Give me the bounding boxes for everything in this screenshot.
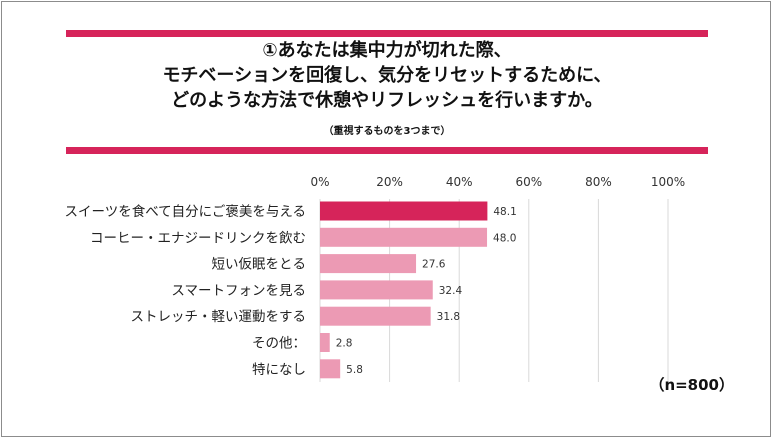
value-label: 48.0 (493, 232, 516, 244)
value-label: 5.8 (346, 364, 363, 376)
category-label: ストレッチ・軽い運動をする (131, 309, 307, 325)
bar (320, 333, 330, 352)
category-label: コーヒー・エナジードリンクを飲む (90, 230, 306, 246)
sample-size-note: （n=800） (649, 376, 734, 394)
chart-subtitle: （重視するものを3つまで） (323, 126, 451, 137)
value-label: 32.4 (439, 285, 463, 297)
bar (320, 227, 488, 247)
title-line-3: どのような方法で休憩やリフレッシュを行いますか。 (171, 90, 603, 111)
top-band (66, 30, 708, 37)
value-label: 27.6 (422, 259, 446, 271)
bar (320, 306, 431, 326)
bar (320, 254, 417, 274)
bottom-band (66, 147, 708, 154)
x-tick-label: 60% (515, 175, 542, 189)
x-tick-label: 100% (651, 175, 685, 189)
x-tick-label: 40% (446, 175, 473, 189)
title-line-2: モチベーションを回復し、気分をリセットするために、 (162, 65, 612, 86)
category-label: 短い仮眠をとる (212, 257, 307, 273)
title-line-1: ①あなたは集中力が切れた際、 (262, 40, 512, 61)
value-label: 48.1 (493, 206, 516, 218)
category-label: 特になし (252, 362, 306, 378)
bar (320, 280, 433, 300)
category-label: その他： (252, 336, 306, 352)
category-label: スマートフォンを見る (171, 283, 306, 299)
value-label: 2.8 (336, 338, 353, 350)
bar (320, 201, 488, 221)
x-tick-label: 20% (376, 175, 403, 189)
category-label: スイーツを食べて自分にご褒美を与える (64, 203, 306, 220)
chart-title: ①あなたは集中力が切れた際、 モチベーションを回復し、気分をリセットするために、… (66, 38, 708, 113)
bar (320, 359, 341, 379)
x-tick-label: 80% (585, 175, 612, 189)
value-label: 31.8 (437, 311, 460, 323)
x-tick-label: 0% (310, 175, 329, 189)
